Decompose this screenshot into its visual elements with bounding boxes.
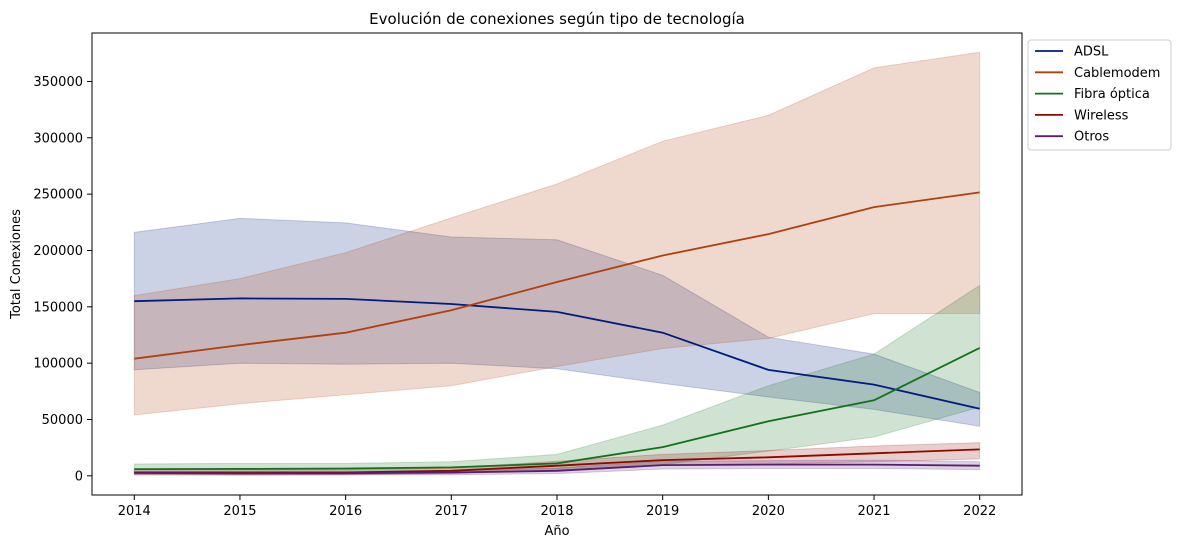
line-cablemodem [134, 191, 980, 360]
legend-label-adsl: ADSL [1074, 45, 1109, 60]
legend-label-otros: Otros [1074, 130, 1109, 145]
x-tick-label-2016: 2016 [329, 504, 362, 519]
y-tick-label-250000: 250000 [33, 188, 83, 203]
x-tick-label-2017: 2017 [435, 504, 468, 519]
y-tick-label-200000: 200000 [33, 244, 83, 259]
legend-label-cablemodem: Cablemodem [1074, 66, 1160, 81]
band-adsl [133, 217, 981, 427]
x-tick-label-2020: 2020 [752, 504, 785, 519]
y-tick-label-50000: 50000 [42, 413, 83, 428]
y-axis-label: Total Conexiones [9, 209, 24, 320]
x-tick-label-2015: 2015 [223, 504, 256, 519]
x-tick-label-2021: 2021 [857, 504, 890, 519]
legend-label-wireless: Wireless [1074, 108, 1129, 123]
x-axis-label: Año [544, 524, 569, 539]
line-otros [134, 463, 980, 475]
chart-title: Evolución de conexiones según tipo de te… [369, 10, 745, 28]
x-tick-label-2014: 2014 [118, 504, 151, 519]
y-tick-label-300000: 300000 [33, 131, 83, 146]
line-adsl [134, 297, 980, 410]
line-fibra-optica [134, 347, 981, 471]
y-axis: 0 50000 100000 150000 200000 250000 300000 3500… [33, 75, 92, 484]
y-tick-label-350000: 350000 [33, 75, 83, 90]
legend-label-fibra-optica: Fibra óptica [1074, 87, 1150, 102]
legend-frame [1027, 39, 1172, 151]
x-axis: 2014 2015 2016 2017 2018 2019 2020 2021 2022 [118, 495, 996, 519]
y-tick-label-150000: 150000 [33, 300, 83, 315]
x-tick-label-2018: 2018 [540, 504, 573, 519]
legend: ADSL Cablemodem Fibra óptica Wireless Otros [1027, 39, 1172, 151]
plot-frame [91, 32, 1023, 496]
series-lines [134, 191, 981, 475]
y-tick-label-100000: 100000 [33, 357, 83, 372]
y-tick-label-0: 0 [75, 469, 83, 484]
x-tick-label-2022: 2022 [963, 504, 996, 519]
x-tick-label-2019: 2019 [646, 504, 679, 519]
confidence-bands [133, 51, 981, 476]
band-cablemodem [133, 51, 981, 416]
